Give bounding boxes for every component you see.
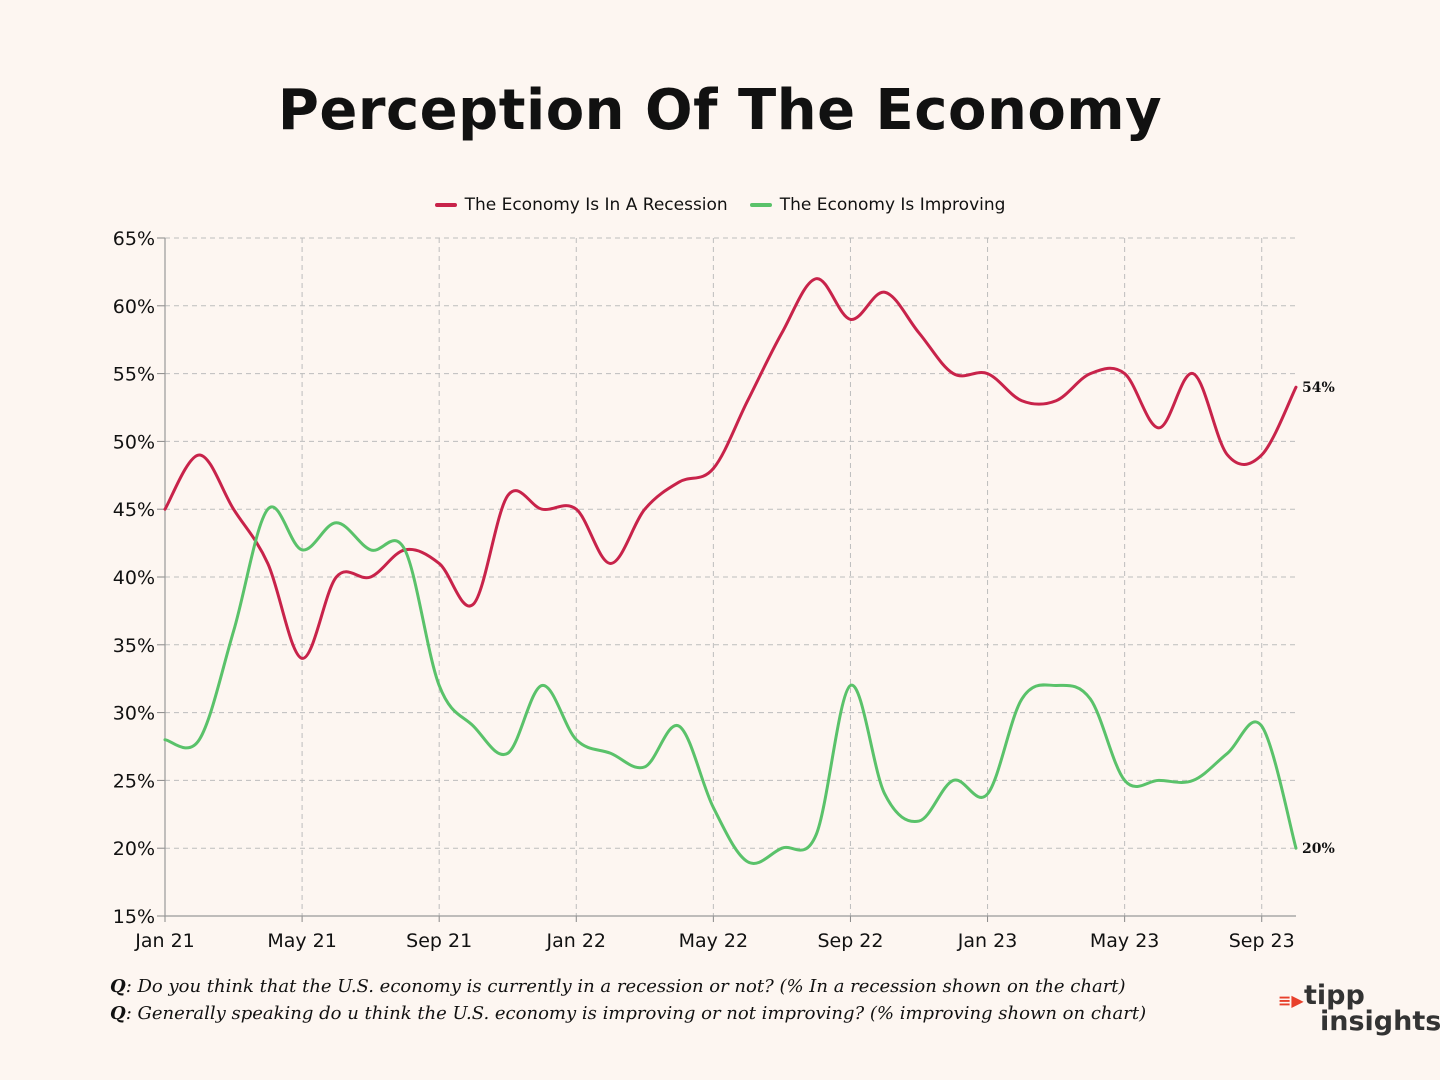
legend-swatch-recession [434,203,457,207]
footnote-q2-text: : Generally speaking do u think the U.S.… [125,1003,1147,1024]
x-tick-label: May 23 [1090,930,1160,952]
y-tick-label: 55% [113,364,155,386]
footnote-question-2: Q: Generally speaking do u think the U.S… [110,1000,1260,1027]
x-tick-label: Jan 23 [957,930,1018,952]
x-tick-label: Jan 21 [134,930,195,952]
axes [157,237,1296,922]
legend-item-improving[interactable]: The Economy Is Improving [749,195,1006,215]
end-value-label: 20% [1302,841,1335,857]
footnote-q1-text: : Do you think that the U.S. economy is … [125,976,1126,997]
series-line-recession [163,277,1298,660]
chart-legend: The Economy Is In A Recession The Econom… [0,195,1440,215]
legend-item-recession[interactable]: The Economy Is In A Recession [434,195,728,215]
footnote: Q: Do you think that the U.S. economy is… [110,973,1260,1027]
x-tick-label: May 21 [267,930,337,952]
grid [165,237,1296,916]
footnote-question-1: Q: Do you think that the U.S. economy is… [110,973,1260,1000]
legend-label-recession: The Economy Is In A Recession [464,195,728,215]
x-tick-label: Sep 21 [406,930,472,952]
x-tick-label: Sep 23 [1229,930,1295,952]
footnote-q-prefix: Q [110,976,126,997]
brand-arrow-icon: ≡▶ [1278,991,1304,1010]
y-tick-label: 20% [113,838,155,860]
footnote-q-prefix: Q [110,1003,126,1024]
end-value-label: 54% [1302,380,1335,396]
brand-name-line1: tipp [1304,980,1365,1011]
y-tick-label: 60% [113,296,155,318]
y-tick-label: 65% [113,228,155,250]
tick-labels: 65% 60% 55% 50% 45% 40% 35% 30% 25% 20% 15%Jan 21 M… [113,228,1335,952]
brand-logo: ≡▶ tipp insights [1278,980,1440,1038]
legend-swatch-improving [749,203,772,207]
chart-title: Perception Of The Economy [277,78,1163,143]
x-tick-label: May 22 [679,930,749,952]
y-tick-label: 45% [113,499,155,521]
y-tick-label: 15% [113,906,155,928]
y-tick-label: 40% [113,567,155,589]
y-tick-label: 50% [113,431,155,453]
series-line-improving [163,505,1298,865]
x-tick-label: Jan 22 [546,930,607,952]
brand-name-line2: insights [1320,1006,1440,1037]
y-tick-label: 35% [113,635,155,657]
y-tick-label: 30% [113,703,155,725]
legend-label-improving: The Economy Is Improving [779,195,1006,215]
x-tick-label: Sep 22 [817,930,883,952]
y-tick-label: 25% [113,770,155,792]
series-lines [163,277,1298,865]
